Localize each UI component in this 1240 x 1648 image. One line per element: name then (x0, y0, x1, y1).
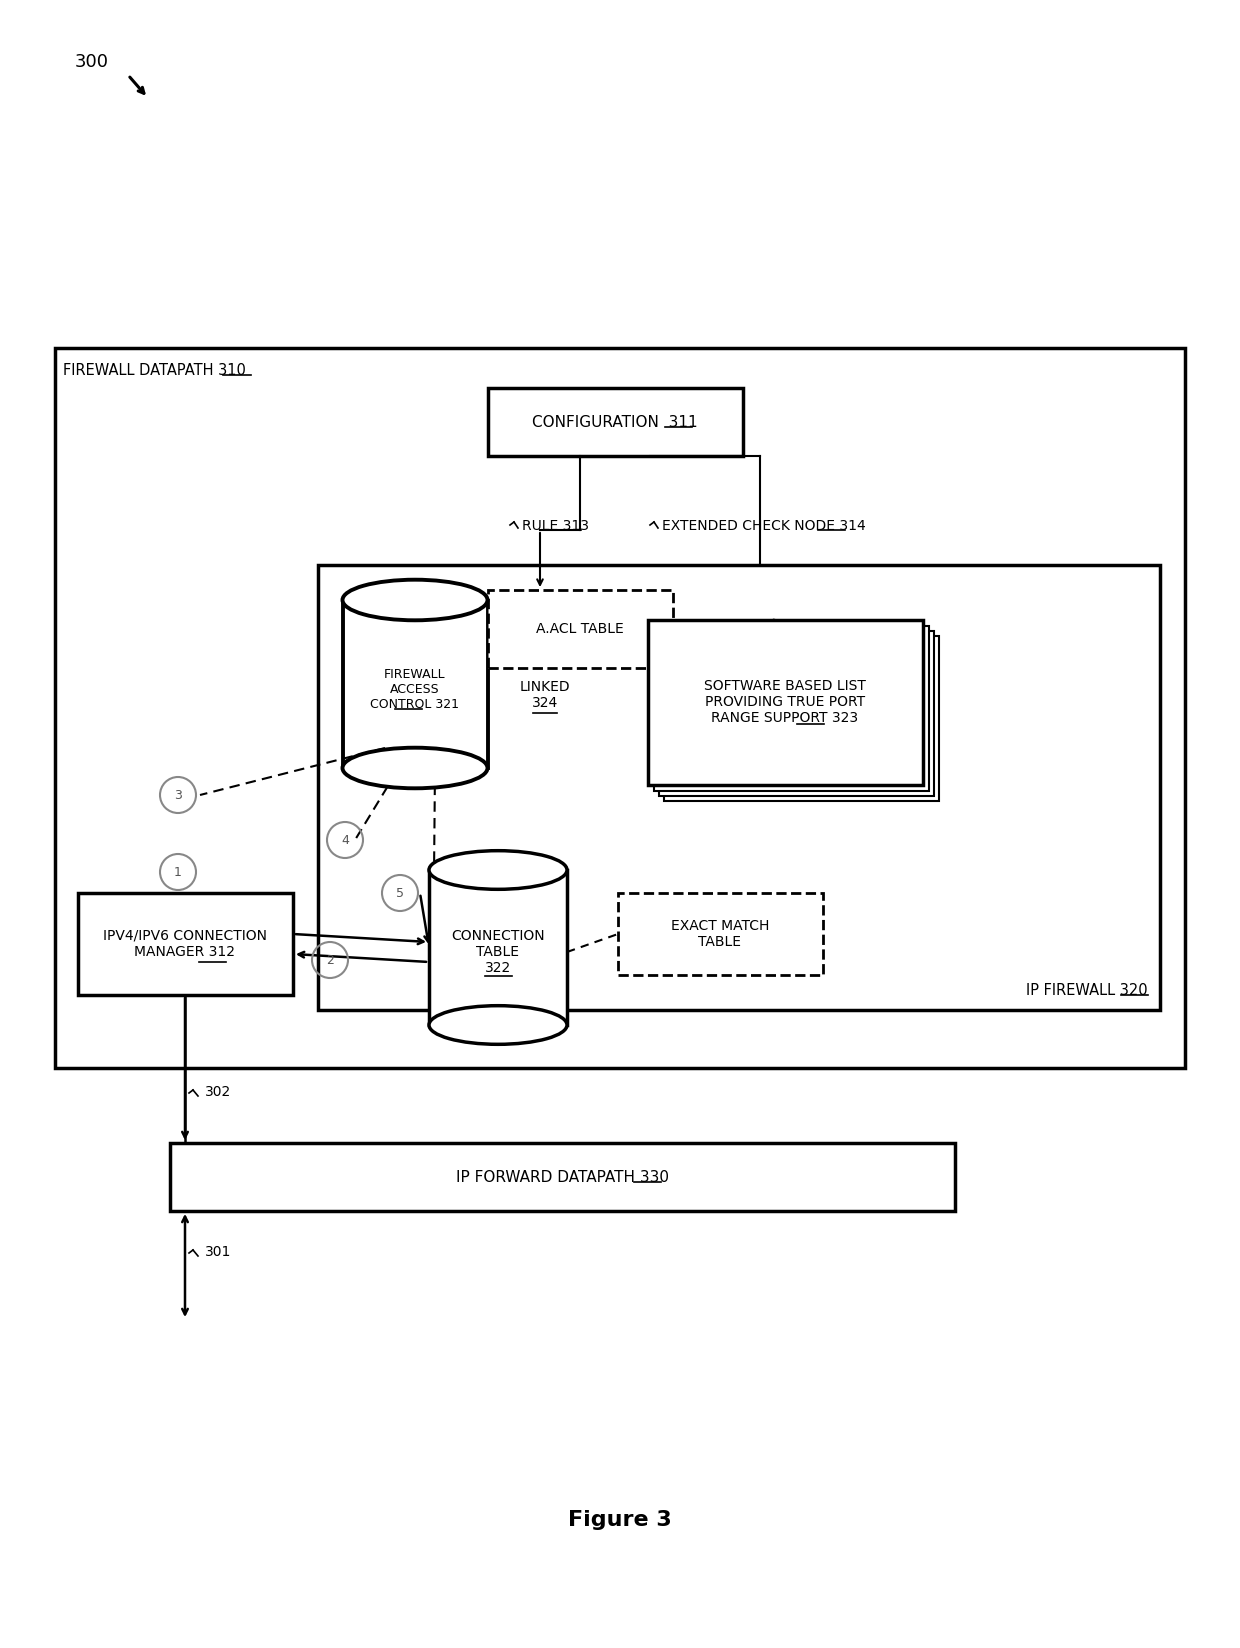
FancyBboxPatch shape (663, 636, 939, 801)
Ellipse shape (429, 1005, 567, 1045)
Text: RULE 313: RULE 313 (522, 519, 589, 532)
Polygon shape (429, 870, 567, 1025)
FancyBboxPatch shape (658, 631, 934, 796)
Text: 302: 302 (205, 1084, 231, 1099)
Text: A.ACL TABLE: A.ACL TABLE (536, 621, 624, 636)
Ellipse shape (342, 580, 487, 620)
FancyBboxPatch shape (489, 387, 743, 456)
Ellipse shape (342, 748, 487, 788)
Text: Figure 3: Figure 3 (568, 1510, 672, 1529)
FancyBboxPatch shape (170, 1144, 955, 1211)
Text: EXTENDED CHECK NODE 314: EXTENDED CHECK NODE 314 (662, 519, 866, 532)
FancyBboxPatch shape (618, 893, 823, 976)
Text: 1: 1 (174, 865, 182, 878)
FancyBboxPatch shape (317, 565, 1159, 1010)
Text: FIREWALL DATAPATH 310: FIREWALL DATAPATH 310 (63, 363, 246, 377)
Text: IP FIREWALL 320: IP FIREWALL 320 (1027, 982, 1148, 997)
Text: EXACT MATCH
TABLE: EXACT MATCH TABLE (671, 920, 769, 949)
Text: IPV4/IPV6 CONNECTION
MANAGER 312: IPV4/IPV6 CONNECTION MANAGER 312 (103, 929, 267, 959)
FancyBboxPatch shape (78, 893, 293, 995)
Text: 300: 300 (74, 53, 109, 71)
Text: 5: 5 (396, 887, 404, 900)
Text: LINKED
324: LINKED 324 (520, 681, 570, 710)
Text: 2: 2 (326, 954, 334, 966)
FancyBboxPatch shape (55, 348, 1185, 1068)
Text: 4: 4 (341, 834, 348, 847)
Text: 3: 3 (174, 788, 182, 801)
FancyBboxPatch shape (489, 590, 673, 667)
Text: IP FORWARD DATAPATH 330: IP FORWARD DATAPATH 330 (455, 1170, 668, 1185)
Text: SOFTWARE BASED LIST
PROVIDING TRUE PORT
RANGE SUPPORT 323: SOFTWARE BASED LIST PROVIDING TRUE PORT … (704, 679, 866, 725)
Text: CONFIGURATION  311: CONFIGURATION 311 (532, 415, 698, 430)
Polygon shape (342, 600, 487, 768)
Text: FIREWALL
ACCESS
CONTROL 321: FIREWALL ACCESS CONTROL 321 (371, 667, 460, 710)
Text: 301: 301 (205, 1244, 232, 1259)
FancyBboxPatch shape (649, 620, 923, 784)
Text: CONNECTION
TABLE
322: CONNECTION TABLE 322 (451, 929, 544, 976)
FancyBboxPatch shape (653, 626, 929, 791)
Ellipse shape (429, 850, 567, 890)
